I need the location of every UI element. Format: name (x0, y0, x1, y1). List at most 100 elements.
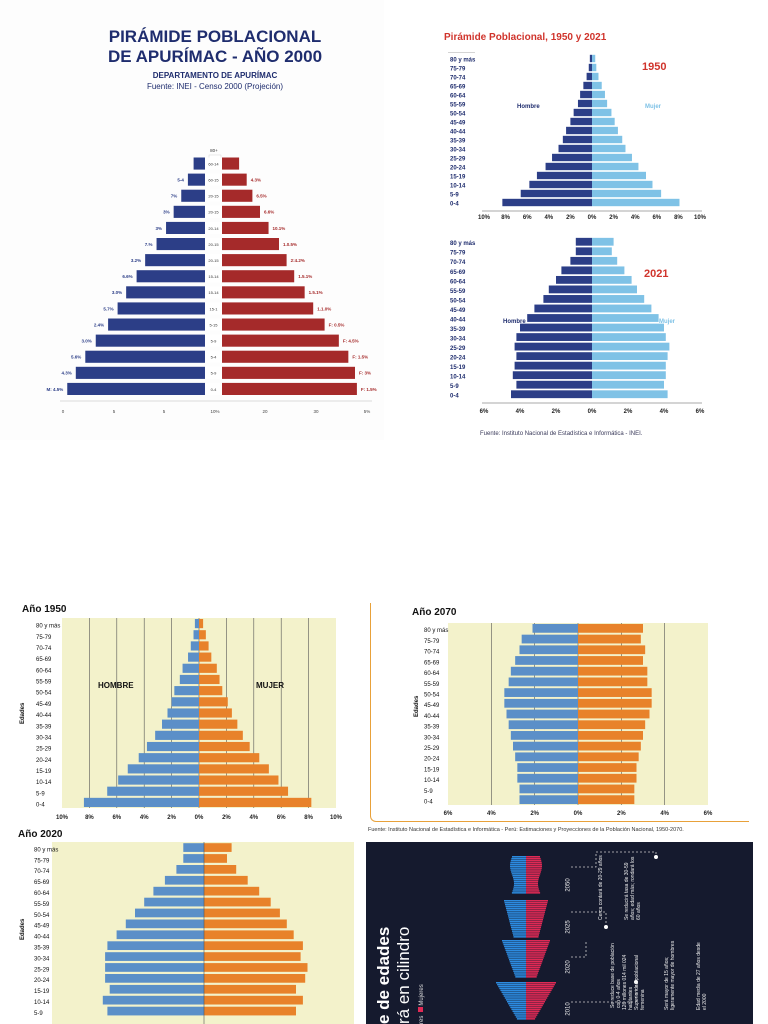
legend-hombres: res (419, 1015, 425, 1024)
cylinder-note-3: 126 millones 014 mil 024 habitantes (622, 954, 634, 1010)
male-bar-65-69 (187, 173, 205, 186)
female-bar-45-49 (199, 697, 228, 707)
cylinder-bar-hombre (510, 859, 526, 862)
age-label: 15-19 (34, 989, 50, 995)
cylinder-bar-hombre (503, 995, 526, 997)
male-bar-5-9 (516, 380, 592, 389)
x-tick-label: 6% (480, 409, 489, 415)
cylinder-bar-mujer (526, 949, 547, 951)
age-label: 5-9 (211, 371, 218, 376)
cylinder-bar-hombre (509, 919, 526, 921)
cylinder-bar-mujer (526, 1001, 545, 1003)
cylinder-bar-mujer (526, 871, 541, 873)
cylinder-bar-hombre (510, 924, 526, 927)
age-label: 5-9 (211, 338, 218, 343)
female-bar-5-9 (199, 786, 289, 796)
age-label: 40-44 (424, 714, 440, 720)
cylinder-bar-mujer (526, 999, 547, 1001)
age-label: 5-9 (424, 789, 433, 795)
age-label: 20-15 (208, 242, 219, 247)
age-label: 75-79 (36, 635, 52, 641)
legend-mujeres: Mujeres (419, 984, 425, 1006)
male-bar-35-39 (107, 941, 204, 951)
cylinder-bar-mujer (526, 892, 541, 894)
cylinder-bar-hombre (509, 920, 526, 923)
male-bar-0-4 (502, 198, 592, 207)
age-label: 35-39 (34, 946, 50, 952)
age-label: 65-69 (450, 85, 466, 91)
x-tick-label: 30 (313, 409, 319, 414)
cylinder-bar-hombre (510, 869, 526, 871)
female-value-label: 6.6% (264, 210, 274, 215)
age-label: 15-14 (208, 290, 219, 295)
female-value-label: 10.1% (273, 226, 286, 231)
male-bar-55-59 (173, 205, 205, 218)
age-label: 70-74 (36, 646, 52, 652)
age-box (205, 366, 222, 379)
female-bar-0-4 (222, 382, 357, 395)
cylinder-bar-mujer (526, 865, 542, 867)
male-bar-0-4 (519, 795, 578, 805)
cylinder-bar-hombre (510, 867, 526, 869)
male-bar-50-54 (174, 686, 199, 696)
male-bar-60-64 (580, 90, 592, 99)
female-bar-65-69 (222, 173, 247, 186)
cylinder-bar-mujer (526, 959, 543, 961)
mujer-label: Mujer (659, 319, 676, 325)
male-bar-45-49 (570, 117, 592, 126)
cylinder-bar-hombre (507, 913, 526, 915)
cylinder-bar-hombre (511, 926, 526, 929)
male-bar-80 y más (183, 843, 204, 852)
female-bar-10-14 (222, 350, 349, 363)
male-value-label: 3.0% (112, 290, 122, 295)
cylinder-title: e de edades rá en cilindro res Mujeres (374, 842, 425, 1024)
cylinder-note-0: Cerca contará de 20-29 años (598, 855, 604, 920)
female-bar-50-54 (578, 688, 652, 697)
cylinder-bar-mujer (526, 940, 550, 942)
age-label: 60-64 (424, 671, 440, 677)
female-bar-70-74 (204, 865, 237, 874)
male-bar-65-69 (561, 266, 592, 275)
male-value-label: M: 4.5% (46, 387, 63, 392)
ano-1950-panel: Año 1950 0-4 5-9 10-14 15-19 20-24 25-29 30-34… (14, 600, 364, 825)
female-bar-55-59 (578, 677, 648, 687)
age-label: 10-14 (450, 184, 466, 190)
age-box (205, 157, 222, 170)
legend-mujeres-swatch (418, 1007, 423, 1013)
cylinder-bar-mujer (526, 928, 541, 930)
female-bar-10-14 (204, 995, 303, 1005)
female-bar-35-39 (592, 323, 664, 332)
cylinder-bar-hombre (505, 949, 526, 951)
female-bar-15-19 (222, 334, 339, 347)
cylinder-bar-mujer (526, 900, 548, 902)
female-bar-65-69 (578, 656, 643, 665)
female-bar-50-54 (222, 221, 269, 234)
age-label: 50-54 (450, 298, 466, 304)
female-value-label: 1.0.5% (283, 242, 297, 247)
female-bar-30-34 (204, 952, 301, 961)
age-label: 5-9 (450, 384, 459, 390)
cylinder-bar-mujer (526, 907, 546, 910)
female-bar-60-64 (199, 663, 217, 673)
male-bar-15-19 (109, 984, 204, 994)
female-bar-10-14 (592, 371, 666, 380)
cylinder-bar-mujer (526, 966, 541, 969)
age-label: 30-34 (450, 148, 466, 154)
female-bar-30-34 (592, 333, 666, 341)
ano-2070-frame (370, 603, 749, 822)
cylinder-bar-hombre (498, 985, 526, 988)
male-bar-55-59 (144, 897, 204, 907)
cylinder-bar-hombre (508, 1002, 526, 1005)
male-bar-45-49 (171, 697, 199, 707)
female-bar-25-29 (199, 741, 250, 752)
female-bar-60-64 (204, 886, 260, 896)
female-bar-55-59 (204, 897, 271, 907)
male-bar-25-29 (552, 153, 592, 162)
female-bar-45-49 (578, 698, 652, 708)
female-bar-45-49 (592, 117, 615, 126)
age-label: 45-49 (450, 121, 466, 127)
ano-2020-title: Año 2020 (18, 829, 63, 840)
cylinder-bar-mujer (526, 926, 541, 929)
female-bar-45-49 (592, 304, 652, 313)
x-tick-label: 6% (112, 815, 121, 821)
